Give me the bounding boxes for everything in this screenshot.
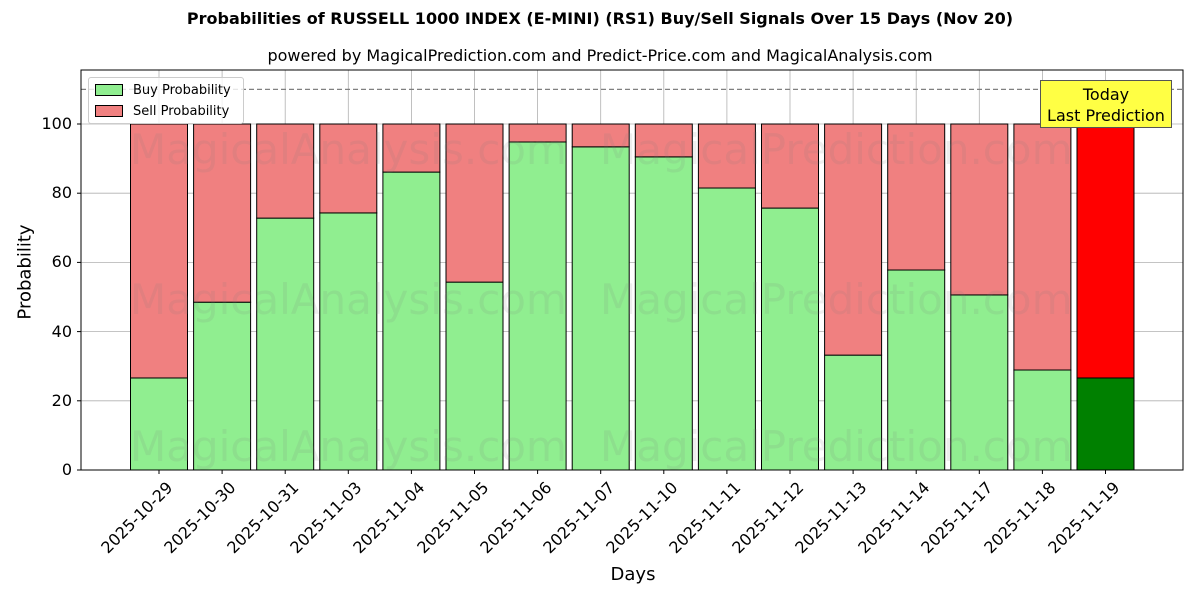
legend-label-buy: Buy Probability (133, 82, 231, 98)
buy-bar (1076, 377, 1135, 471)
sell-bar (950, 123, 1009, 296)
buy-bar (256, 217, 315, 471)
legend-item-buy: Buy Probability (95, 82, 231, 98)
sell-bar (1076, 123, 1135, 379)
sell-bar (887, 123, 946, 271)
sell-bar (1013, 123, 1072, 371)
y-tick-label: 80 (51, 183, 72, 203)
buy-bar (824, 354, 883, 471)
buy-bar (445, 281, 504, 471)
buy-bar (130, 377, 188, 471)
y-tick-label: 0 (61, 460, 72, 479)
y-tick-label: 40 (51, 321, 72, 341)
legend-label-sell: Sell Probability (133, 103, 230, 119)
sell-bar (571, 123, 630, 148)
sell-bar (130, 123, 188, 379)
today-annotation-line1: Today (1082, 85, 1130, 104)
chart-title: Probabilities of RUSSELL 1000 INDEX (E-M… (186, 9, 1014, 28)
buy-bar (697, 187, 756, 471)
y-tick-label: 100 (41, 114, 72, 133)
buy-bar (761, 207, 819, 471)
buy-bar (950, 294, 1009, 471)
buy-bar (571, 146, 630, 471)
buy-bar (382, 171, 441, 471)
x-axis-label: Days (610, 564, 656, 585)
sell-bar (319, 123, 378, 214)
today-annotation-line2: Last Prediction (1047, 106, 1165, 125)
legend-item-sell: Sell Probability (95, 103, 229, 119)
buy-bar (508, 141, 567, 471)
sell-swatch-icon (95, 105, 123, 117)
legend: Buy Probability Sell Probability (88, 77, 244, 124)
buy-bar (634, 156, 693, 471)
buy-swatch-icon (95, 84, 123, 96)
sell-bar (256, 123, 315, 219)
today-annotation: Today Last Prediction (1040, 80, 1172, 128)
sell-bar (824, 123, 883, 356)
sell-bar (445, 123, 504, 283)
sell-bar (508, 123, 567, 143)
y-tick-label: 60 (51, 252, 72, 272)
chart-subtitle: powered by MagicalPrediction.com and Pre… (267, 46, 933, 65)
buy-bar (1013, 369, 1072, 471)
buy-bar (193, 301, 252, 471)
sell-bar (382, 123, 441, 173)
buy-bar (319, 212, 378, 471)
sell-bar (634, 123, 693, 158)
sell-bar (697, 123, 756, 189)
y-tick-label: 20 (51, 390, 72, 410)
sell-bar (761, 123, 819, 209)
plot-frame (80, 69, 1184, 471)
y-axis-label: Probability (14, 224, 36, 320)
buy-bar (887, 269, 946, 471)
sell-bar (193, 123, 252, 303)
